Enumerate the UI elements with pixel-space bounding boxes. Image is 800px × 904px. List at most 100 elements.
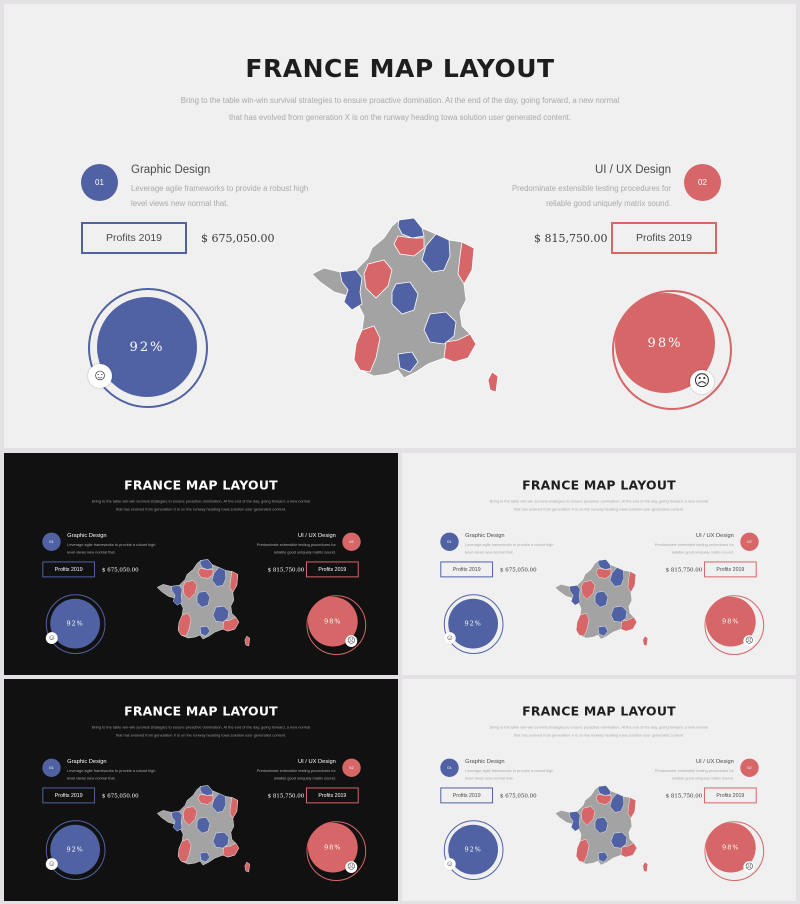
subtitle-line-1: Bring to the table win-win survival stra… — [91, 498, 311, 504]
map-region-lorraine — [421, 233, 451, 273]
percent-ring-right — [306, 821, 367, 881]
map-region-aquitaine — [575, 838, 590, 863]
subtitle-line-2: that has evolved from generation X is on… — [513, 507, 685, 512]
slide-content: FRANCE MAP LAYOUT Bring to the table win… — [402, 679, 796, 900]
subtitle-line-1: Bring to the table win-win survival stra… — [180, 96, 620, 105]
section-description-left: Leverage agile frameworks to provide a r… — [67, 542, 156, 555]
map-region-rhone — [423, 311, 457, 345]
map-region-loire — [580, 580, 596, 600]
thumbnail-slide-light-2[interactable]: FRANCE MAP LAYOUT Bring to the table win… — [402, 679, 796, 901]
map-region-aquitaine — [575, 612, 590, 637]
map-region-corsica — [642, 861, 648, 873]
subtitle-line-2: that has evolved from generation X is on… — [513, 733, 685, 738]
map-region-rhone — [212, 832, 230, 849]
subtitle-line-2: that has evolved from generation X is on… — [115, 507, 287, 512]
number-badge-left: 01 — [81, 164, 118, 201]
profits-label-left: Profits 2019 — [42, 561, 96, 578]
profit-amount-left: $ 675,050.00 — [102, 792, 139, 799]
profits-label-right: Profits 2019 — [305, 561, 359, 578]
section-heading-right: UI / UX Design — [297, 532, 336, 539]
profit-amount-right: $ 815,750.00 — [665, 792, 703, 799]
section-heading-left: Graphic Design — [465, 758, 505, 765]
map-region-normandy — [595, 794, 612, 805]
number-badge-left: 01 — [440, 532, 459, 552]
profits-label-left: Profits 2019 — [81, 222, 187, 254]
number-badge-right: 02 — [684, 164, 721, 201]
france-map — [311, 217, 499, 393]
map-region-corsica — [487, 371, 499, 393]
number-badge-right: 02 — [740, 758, 759, 778]
percent-ring-right — [704, 595, 765, 655]
number-badge-left: 01 — [440, 758, 459, 778]
map-region-north — [597, 785, 612, 796]
profit-amount-right: $ 815,750.00 — [665, 566, 703, 573]
section-description-left: Leverage agile frameworks to provide a r… — [131, 184, 309, 208]
smiley-face-icon: ☺ — [88, 364, 112, 388]
percent-ring-left — [88, 288, 208, 408]
map-region-lorraine — [609, 793, 625, 813]
subtitle-line-1: Bring to the table win-win survival stra… — [91, 724, 311, 730]
map-region-center — [594, 817, 609, 834]
map-region-lorraine — [211, 793, 227, 813]
map-region-aquitaine — [177, 612, 192, 637]
sad-face-icon: ☹ — [743, 861, 756, 874]
map-region-provence — [620, 616, 638, 632]
section-heading-left: Graphic Design — [465, 532, 505, 539]
percent-ring-left — [443, 820, 504, 880]
subtitle-line-2: that has evolved from generation X is on… — [115, 733, 287, 738]
map-region-normandy — [197, 568, 214, 579]
section-heading-right: UI / UX Design — [594, 164, 671, 176]
percent-ring-right — [704, 821, 765, 881]
map-region-bretagne — [170, 585, 183, 606]
map-region-provence — [222, 842, 240, 858]
percent-disk-left: 92% — [50, 824, 101, 875]
slide-subtitle: Bring to the table win-win survival stra… — [89, 723, 314, 740]
percent-disk-left: 92% — [448, 824, 499, 875]
thumbnail-slide-light-1[interactable]: FRANCE MAP LAYOUT Bring to the table win… — [402, 453, 796, 675]
section-description-right: Predominate extensible testing procedure… — [256, 768, 336, 781]
map-region-loire — [182, 806, 198, 826]
percent-ring-left — [443, 594, 504, 654]
map-region-lorraine — [609, 567, 625, 587]
map-region-lorraine — [211, 567, 227, 587]
map-region-normandy — [595, 568, 612, 579]
map-region-midi — [199, 625, 211, 637]
slide-title: FRANCE MAP LAYOUT — [124, 703, 278, 719]
smiley-face-icon: ☺ — [45, 858, 58, 871]
percent-ring-left — [45, 594, 106, 654]
map-region-bretagne — [170, 811, 183, 832]
number-badge-right: 02 — [740, 532, 759, 552]
section-description-left: Leverage agile frameworks to provide a r… — [465, 768, 554, 781]
map-region-loire — [363, 259, 393, 299]
profits-label-left: Profits 2019 — [440, 561, 494, 578]
profits-label-right: Profits 2019 — [703, 561, 757, 578]
map-region-aquitaine — [353, 325, 381, 373]
percent-disk-left: 92% — [50, 598, 101, 649]
profit-amount-left: $ 675,050.00 — [201, 232, 275, 245]
thumbnail-slide-dark-1[interactable]: FRANCE MAP LAYOUT Bring to the table win… — [4, 453, 398, 675]
number-badge-right: 02 — [342, 532, 361, 552]
thumbnail-slide-dark-2[interactable]: FRANCE MAP LAYOUT Bring to the table win… — [4, 679, 398, 901]
map-region-rhone — [610, 606, 628, 623]
map-region-alsace — [229, 571, 239, 593]
map-region-normandy — [197, 794, 214, 805]
profits-label-left: Profits 2019 — [440, 787, 494, 804]
section-description-left: Leverage agile frameworks to provide a r… — [67, 768, 156, 781]
map-region-midi — [397, 351, 419, 373]
section-description-left: Leverage agile frameworks to provide a r… — [465, 542, 554, 555]
slide-content: FRANCE MAP LAYOUT Bring to the table win… — [4, 679, 398, 900]
section-heading-left: Graphic Design — [67, 758, 107, 765]
map-region-north — [199, 559, 214, 570]
number-badge-right: 02 — [342, 758, 361, 778]
sad-face-icon: ☹ — [345, 635, 358, 648]
france-map — [554, 559, 648, 647]
map-region-corsica — [642, 635, 648, 647]
map-region-bretagne — [568, 811, 581, 832]
profit-amount-left: $ 675,050.00 — [500, 566, 537, 573]
map-region-aquitaine — [177, 838, 192, 863]
map-region-alsace — [457, 241, 475, 285]
slide-content: FRANCE MAP LAYOUT Bring to the table win… — [4, 4, 796, 448]
map-region-normandy — [393, 235, 425, 257]
map-region-provence — [620, 842, 638, 858]
